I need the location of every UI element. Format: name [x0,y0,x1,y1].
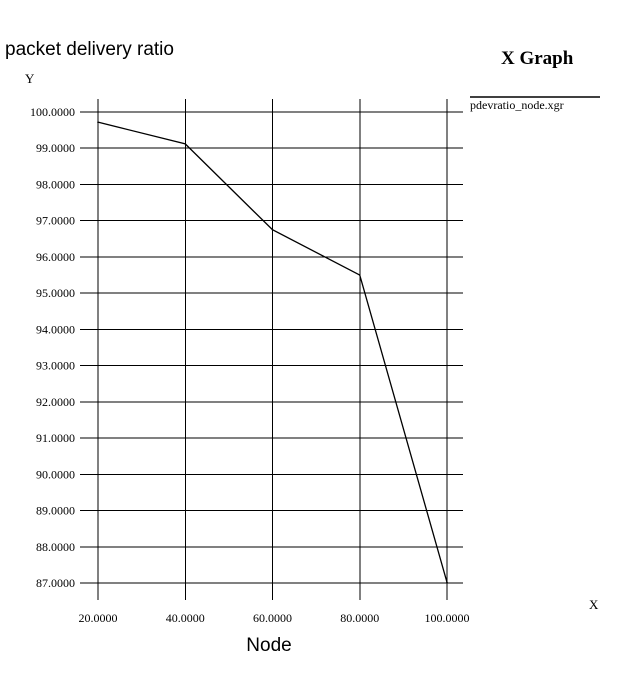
y-tick-label: 100.0000 [30,105,75,119]
y-tick-label: 96.0000 [36,250,75,264]
data-point [358,274,361,276]
chart-title: packet delivery ratio [5,39,174,60]
y-tick-label: 93.0000 [36,359,75,373]
y-tick-label: 91.0000 [36,431,75,445]
data-point [97,121,99,123]
x-axis-label: Node [246,635,291,656]
vertical-gridlines [97,99,448,600]
x-axis-letter: X [589,597,599,612]
y-tick-label: 94.0000 [36,322,75,336]
y-tick-label: 92.0000 [36,395,75,409]
y-axis-letter: Y [25,71,35,86]
window-title: X Graph [501,48,574,69]
y-tick-label: 95.0000 [36,286,75,300]
y-tick-labels: 100.0000 99.0000 98.0000 97.0000 96.0000 95.0… [30,105,75,590]
y-tick-label: 98.0000 [36,177,75,191]
horizontal-gridlines [80,111,463,584]
x-tick-label: 100.0000 [425,611,470,625]
y-tick-label: 89.0000 [36,504,75,518]
x-tick-label: 40.0000 [166,611,205,625]
data-series [97,121,448,584]
x-tick-label: 20.0000 [79,611,118,625]
y-tick-label: 97.0000 [36,214,75,228]
y-tick-label: 90.0000 [36,467,75,481]
x-tick-labels: 20.0000 40.0000 60.0000 80.0000 100.0000 [79,611,470,625]
data-point [184,143,187,145]
x-tick-label: 60.0000 [253,611,292,625]
data-point [446,581,448,584]
legend-entry: pdevratio_node.xgr [470,98,564,112]
y-tick-label: 87.0000 [36,576,75,590]
x-tick-label: 80.0000 [340,611,379,625]
y-tick-label: 99.0000 [36,141,75,155]
data-point [271,228,274,231]
y-tick-label: 88.0000 [36,540,75,554]
